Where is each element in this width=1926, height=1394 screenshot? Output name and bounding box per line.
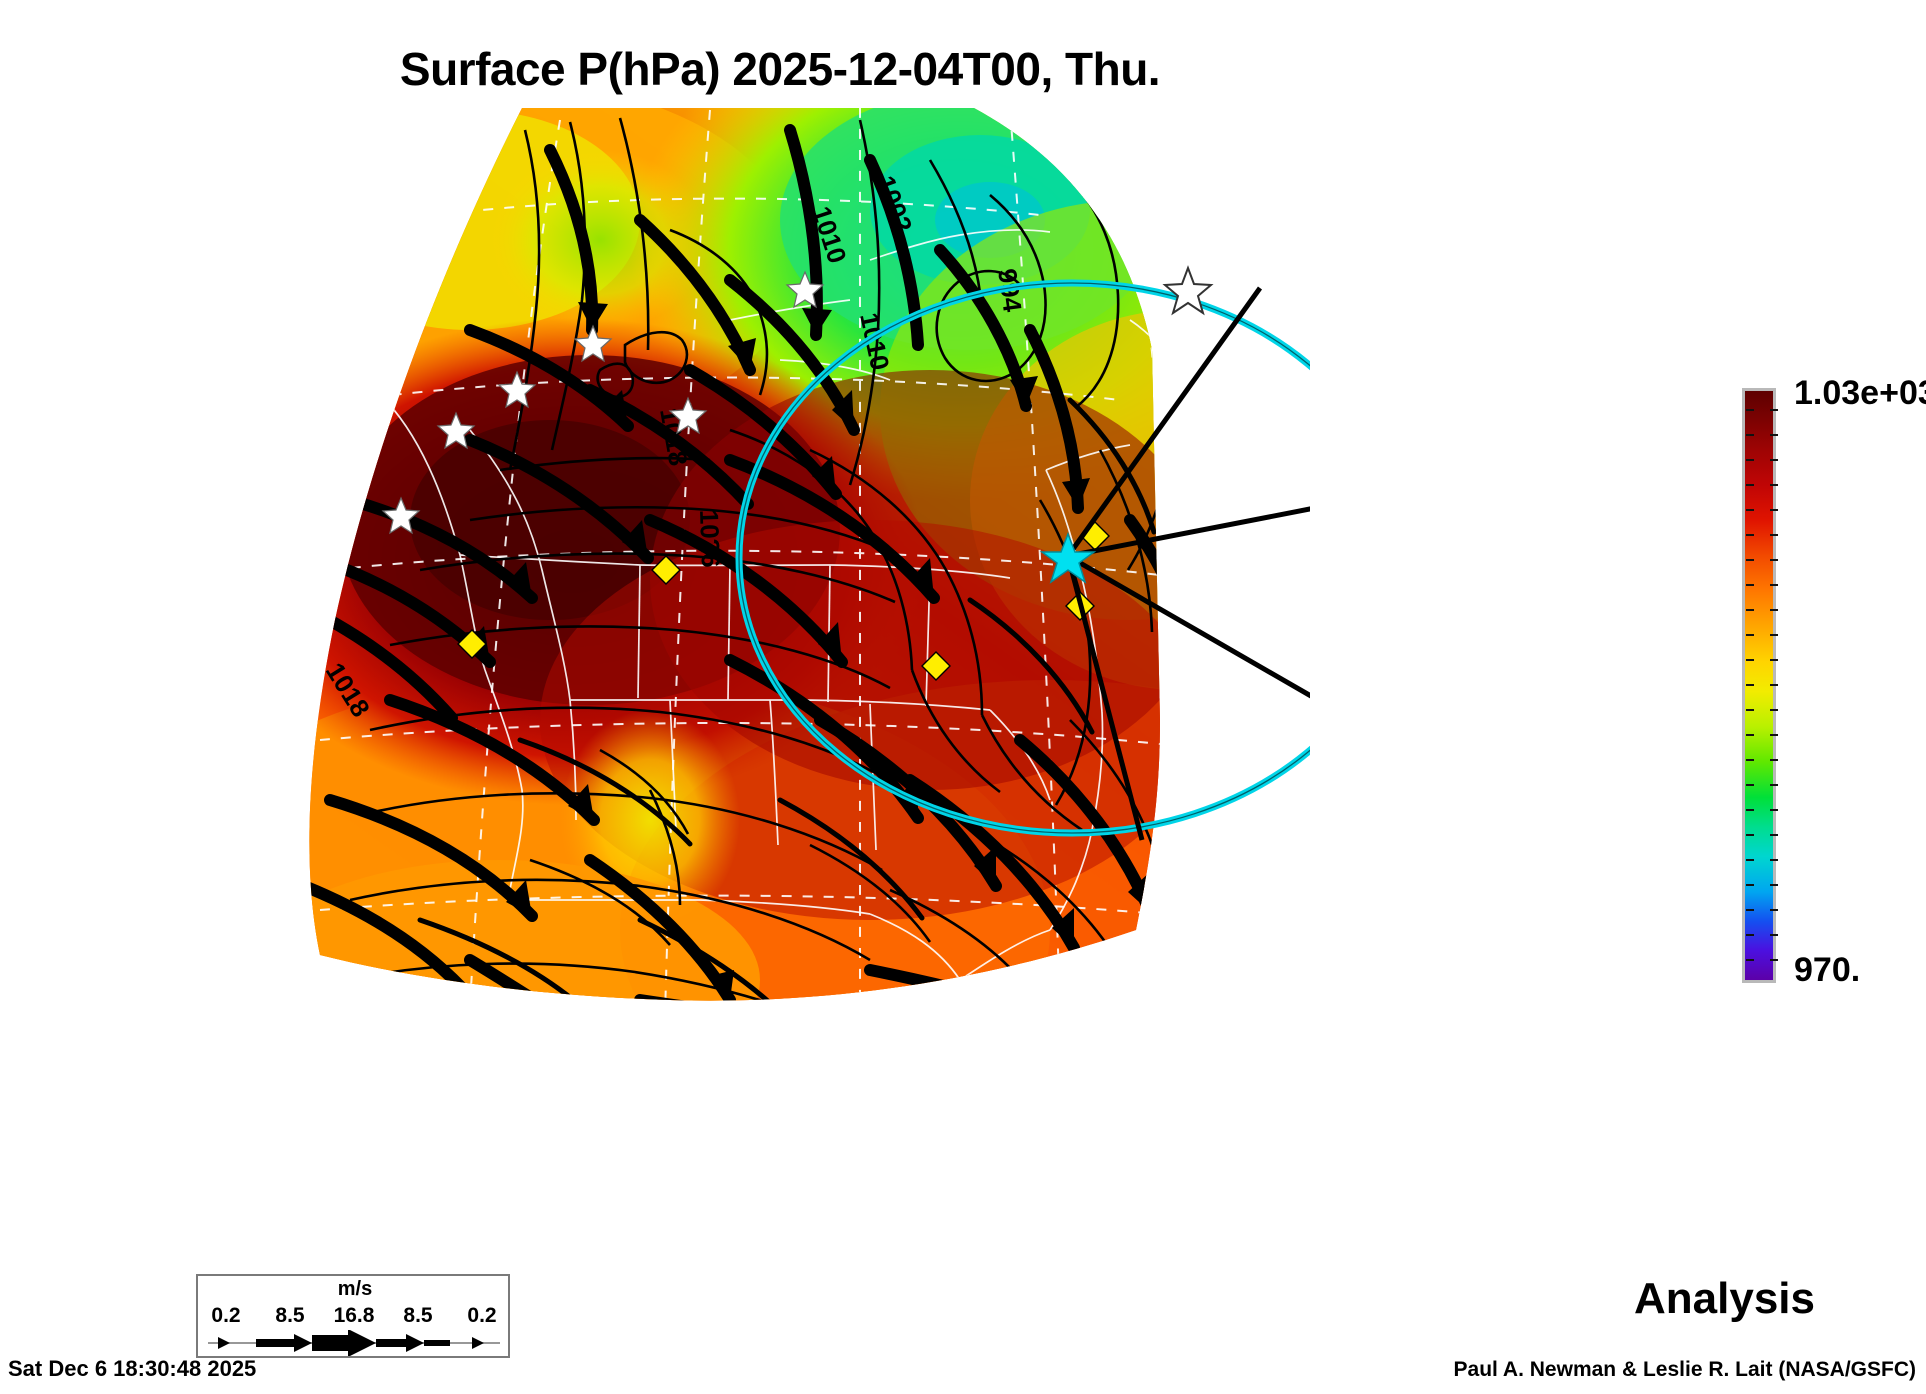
yellow-diamond-marker [457,629,487,659]
white-star-marker [1164,435,1200,470]
contour-label-1018-d: 1018 [1187,718,1252,770]
yellow-diamond-marker [651,555,681,585]
radial-line-e [1067,506,1310,559]
white-star-marker [573,324,613,363]
wind-legend-value-1: 8.5 [275,1304,305,1327]
wind-streamlines-thin [417,397,1157,1001]
render-timestamp: Sat Dec 6 18:30:48 2025 [8,1356,257,1381]
wind-speed-legend: m/s 0.2 8.5 16.8 8.5 0.2 [196,1274,510,1358]
colorbar-max-label: 1.03e+03 [1794,374,1926,412]
wind-legend-value-2: 16.8 [333,1304,375,1327]
cyan-range-ring-outline [738,282,1310,834]
colorbar-gradient[interactable] [1742,388,1778,983]
contour-label-1026: 1026 [694,509,726,568]
lat-lon-graticule [319,108,1161,1001]
radial-line-se [1066,553,1310,699]
wind-legend-value-0: 0.2 [211,1304,241,1327]
pressure-map: 1010 1010 1002 994 1018 1026 1018 1018 1… [170,100,1310,1045]
analysis-label: Analysis [1634,1274,1815,1323]
pressure-high-max [410,420,690,620]
white-star-markers[interactable] [381,270,1200,535]
white-star-marker [668,396,708,435]
colorbar-min-label: 970. [1794,951,1861,989]
page-title: Surface P(hPa) 2025-12-04T00, Thu. [399,43,1161,95]
wind-legend-unit: m/s [337,1278,373,1300]
map-canvas: 1010 1010 1002 994 1018 1026 1018 1018 1… [309,108,1310,1001]
white-star-marker [785,270,825,309]
wind-legend-value-4: 0.2 [467,1304,497,1327]
cyan-star-marker[interactable] [1039,531,1097,584]
white-star-marker [436,411,476,450]
white-star-marker [381,496,421,535]
wind-legend-value-3: 8.5 [403,1304,433,1327]
white-star-marker-outlier[interactable] [1162,265,1214,316]
colorbar[interactable]: 1.03e+03 970. [1742,374,1926,989]
radial-line-s [1065,555,1145,841]
black-radial-lines [1065,286,1310,841]
radial-line-ne [1065,286,1263,558]
credits-line: Paul A. Newman & Leslie R. Lait (NASA/GS… [1453,1358,1916,1381]
white-star-marker [497,370,537,409]
yellow-diamond-marker [921,651,951,681]
wind-legend-arrows [208,1330,500,1356]
